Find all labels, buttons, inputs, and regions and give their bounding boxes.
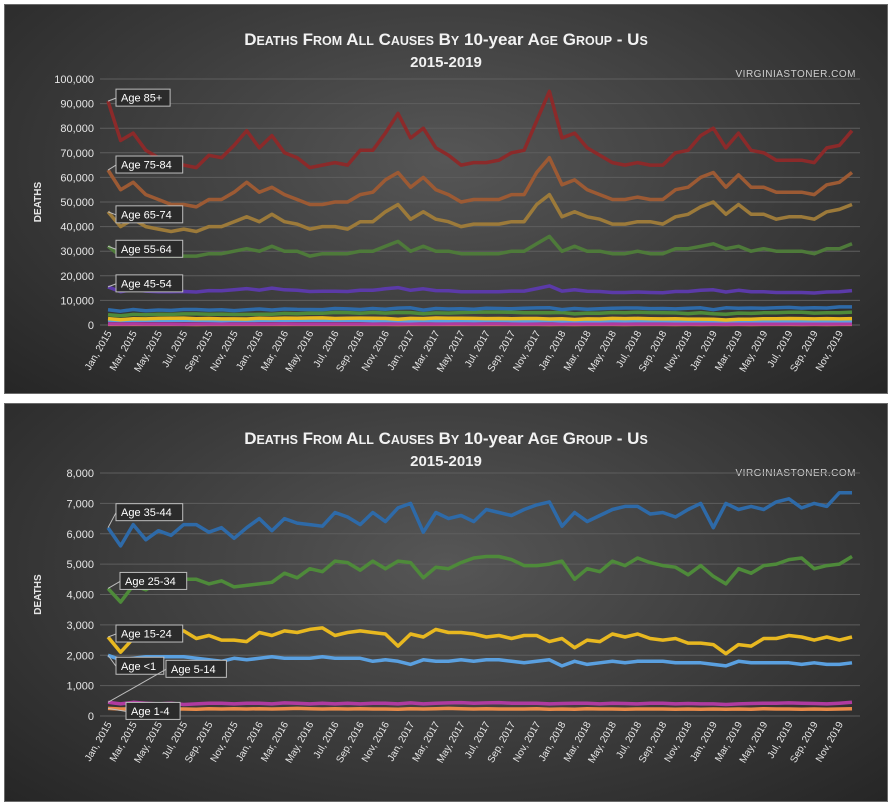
series-line-age-55-64 — [106, 234, 853, 258]
series-labels: Age 85+ Age 75-84 Age 65-74 Age 55-64 Age 45… — [107, 88, 184, 293]
y-tick-label: 60,000 — [60, 172, 94, 184]
series-label-age-1: Age <1 — [107, 654, 165, 675]
label-box — [115, 274, 184, 293]
label-leader-line — [107, 668, 167, 703]
y-tick-label: 90,000 — [60, 99, 94, 111]
series-label-age-5-14: Age 5-14 — [107, 659, 227, 703]
chart-subtitle: 2015-2019 — [410, 54, 482, 71]
chart-top: DEATHS FROM ALL CAUSES BY 10-year AGE GR… — [33, 30, 860, 374]
label-text: Age 15-24 — [121, 629, 172, 641]
label-box — [115, 624, 184, 643]
series-line-age-85 — [106, 89, 854, 170]
y-axis-label: DEATHS — [33, 181, 44, 222]
series-line-age-35-44 — [106, 490, 852, 548]
y-tick-label: 0 — [88, 320, 94, 332]
chart-panel-bottom: DEATHS FROM ALL CAUSES BY 10-year AGE GR… — [4, 403, 888, 802]
series-label-age-45-54: Age 45-54 — [107, 274, 184, 293]
series-line-age-25-34 — [107, 310, 853, 318]
series-line-age-65-74 — [106, 192, 853, 234]
y-tick-label: 1,000 — [66, 681, 94, 693]
label-text: Age 75-84 — [121, 160, 172, 172]
watermark-text: VIRGINIASTONER.COM — [736, 69, 857, 80]
label-leader-line — [107, 580, 121, 589]
y-tick-label: 80,000 — [60, 123, 94, 135]
y-tick-label: 50,000 — [60, 197, 94, 209]
gridlines — [100, 472, 860, 717]
label-text: Age 65-74 — [121, 209, 172, 221]
series-label-age-15-24: Age 15-24 — [107, 624, 184, 643]
y-tick-label: 30,000 — [60, 246, 94, 258]
series-lines — [106, 89, 854, 327]
label-box — [115, 88, 171, 107]
label-leader-line — [107, 245, 117, 250]
label-text: Age 25-34 — [125, 576, 176, 588]
chart-title: DEATHS FROM ALL CAUSES BY 10-year AGE GR… — [244, 30, 648, 49]
series-lines — [106, 490, 853, 712]
y-tick-label: 0 — [88, 711, 94, 723]
label-box — [165, 659, 227, 678]
y-tick-label: 6,000 — [66, 529, 94, 541]
gridlines — [100, 78, 860, 326]
y-tick-label: 8,000 — [66, 468, 94, 480]
series-line-age-1 — [107, 653, 853, 668]
label-leader-line — [107, 633, 117, 638]
series-line-age-75-84 — [106, 155, 854, 209]
series-label-age-55-64: Age 55-64 — [107, 239, 184, 258]
label-leader-line — [107, 97, 117, 102]
label-box — [115, 239, 184, 258]
series-label-age-65-74: Age 65-74 — [107, 205, 184, 224]
series-line-age-15-24 — [106, 626, 853, 656]
series-labels: Age 35-44 Age 25-34 Age 15-24 Age <1 Age 5-1… — [107, 503, 227, 720]
label-leader-line — [107, 512, 117, 528]
y-tick-label: 40,000 — [60, 222, 94, 234]
label-box — [115, 503, 184, 522]
label-text: Age 1-4 — [131, 706, 170, 718]
y-tick-label: 4,000 — [66, 590, 94, 602]
y-tick-label: 100,000 — [54, 74, 94, 86]
chart-subtitle: 2015-2019 — [410, 453, 482, 470]
label-text: Age 5-14 — [171, 664, 216, 676]
label-box — [115, 155, 184, 174]
series-line-age-25-34 — [106, 554, 853, 604]
series-line-age-5-14 — [107, 700, 853, 707]
series-line-age-45-54 — [107, 284, 853, 295]
y-tick-label: 7,000 — [66, 498, 94, 510]
series-label-age-75-84: Age 75-84 — [107, 155, 184, 174]
series-label-age-85: Age 85+ — [107, 88, 171, 107]
label-leader-line — [107, 654, 117, 667]
label-box — [115, 205, 184, 224]
label-box — [125, 701, 181, 720]
y-tick-label: 10,000 — [60, 295, 94, 307]
label-text: Age <1 — [121, 661, 156, 673]
series-line-age-1-4 — [107, 706, 853, 712]
series-label-age-1-4: Age 1-4 — [107, 701, 181, 720]
y-tick-label: 3,000 — [66, 620, 94, 632]
y-tick-label: 2,000 — [66, 650, 94, 662]
label-leader-line — [107, 164, 117, 171]
y-tick-label: 20,000 — [60, 271, 94, 283]
label-text: Age 85+ — [121, 93, 162, 105]
label-leader-line — [107, 283, 117, 288]
label-box — [119, 571, 188, 590]
series-label-age-35-44: Age 35-44 — [107, 503, 184, 528]
label-leader-line — [107, 707, 127, 712]
y-tick-label: 5,000 — [66, 559, 94, 571]
label-text: Age 55-64 — [121, 244, 172, 256]
label-box — [115, 656, 165, 675]
label-text: Age 45-54 — [121, 278, 172, 290]
y-tick-label: 70,000 — [60, 148, 94, 160]
label-text: Age 35-44 — [121, 507, 172, 519]
series-label-age-25-34: Age 25-34 — [107, 571, 188, 590]
chart-bottom: DEATHS FROM ALL CAUSES BY 10-year AGE GR… — [33, 429, 860, 765]
y-axis-label: DEATHS — [33, 574, 44, 615]
series-line-age-35-44 — [107, 305, 852, 313]
chart-panel-top: DEATHS FROM ALL CAUSES BY 10-year AGE GR… — [4, 4, 888, 394]
chart-title: DEATHS FROM ALL CAUSES BY 10-year AGE GR… — [244, 429, 648, 448]
label-leader-line — [107, 211, 117, 216]
series-line-age-15-24 — [107, 316, 853, 322]
